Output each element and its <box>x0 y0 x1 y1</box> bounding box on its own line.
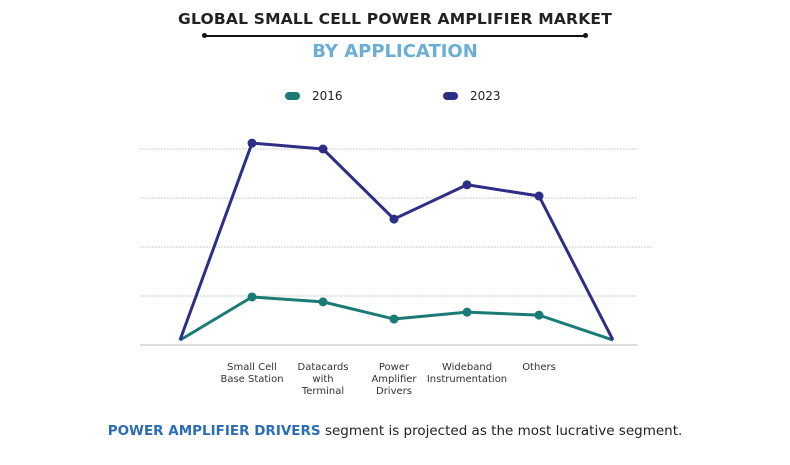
chart-title: GLOBAL SMALL CELL POWER AMPLIFIER MARKET <box>178 10 612 28</box>
data-point-2023 <box>389 214 399 224</box>
footer-note: POWER AMPLIFIER DRIVERS segment is proje… <box>0 423 790 439</box>
title-divider <box>202 33 588 38</box>
x-tick-label: Power Amplifier Drivers <box>371 362 417 397</box>
data-point-2023 <box>534 191 544 201</box>
chart-subtitle: BY APPLICATION <box>312 41 478 62</box>
x-tick-label: Datacards with Terminal <box>297 362 349 397</box>
x-tick-label: Wideband Instrumentation <box>426 362 508 385</box>
legend-item-2023: 2023 <box>443 89 501 103</box>
legend-label: 2016 <box>312 89 343 103</box>
data-point-2016 <box>318 297 328 307</box>
data-point-2016 <box>462 307 472 317</box>
x-tick-label: Small Cell Base Station <box>220 362 284 385</box>
footer-text: segment is projected as the most lucrati… <box>320 423 683 439</box>
legend-swatch-2023 <box>443 92 458 100</box>
legend-swatch-2016 <box>285 92 300 100</box>
footer-highlight: POWER AMPLIFIER DRIVERS <box>107 423 321 439</box>
legend-item-2016: 2016 <box>285 89 343 103</box>
data-point-2016 <box>389 314 399 324</box>
data-point-2016 <box>534 310 544 320</box>
data-point-2016 <box>247 292 257 302</box>
x-tick-label: Others <box>522 362 556 373</box>
legend-label: 2023 <box>470 89 501 103</box>
data-point-2023 <box>318 144 328 154</box>
series-line-2023 <box>178 141 615 341</box>
data-point-2023 <box>462 180 472 190</box>
data-point-2023 <box>247 138 257 148</box>
